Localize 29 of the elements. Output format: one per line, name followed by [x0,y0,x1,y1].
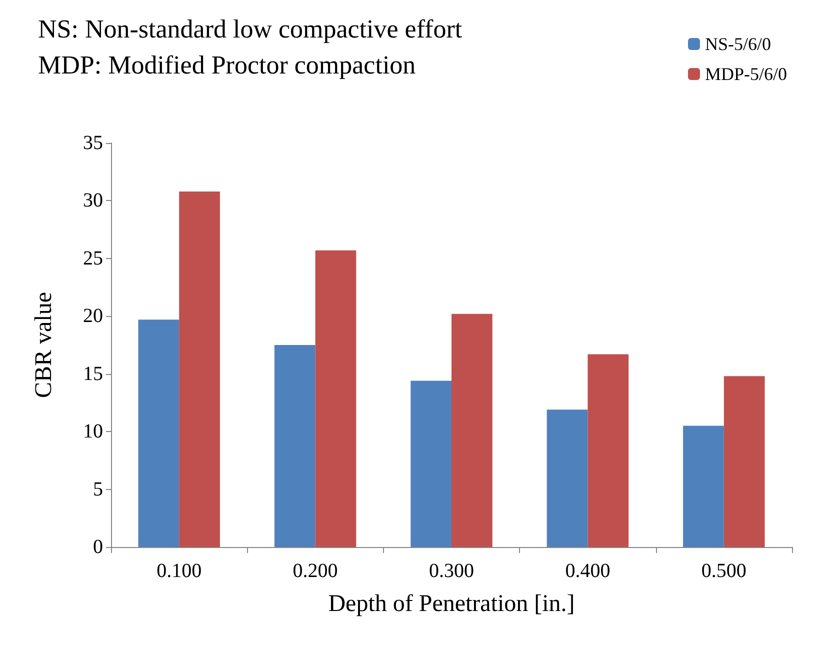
bar [179,191,220,547]
y-tick-label: 25 [83,247,103,270]
y-tick-label: 30 [83,190,103,212]
x-axis-title: Depth of Penetration [in.] [328,591,575,617]
y-tick-label: 5 [93,478,103,500]
x-tick-label: 0.400 [565,560,610,582]
bar [452,314,492,547]
y-tick-label: 0 [93,536,103,558]
x-tick-label: 0.500 [701,560,746,582]
x-tick-label: 0.300 [429,560,474,582]
x-tick-label: 0.100 [156,560,202,582]
bar [546,410,588,547]
bar [315,250,356,547]
text: NS: Non-standard low compactive effort [38,14,463,44]
bar [410,380,452,547]
text: MDP: Modified Proctor compaction [38,50,416,80]
bar [138,320,180,547]
y-axis-title: CBR value [31,292,57,398]
bar [683,426,724,547]
x-tick-label: 0.200 [292,560,338,582]
legend-label: MDP-5/6/0 [704,64,788,84]
bar [724,376,765,547]
y-tick-label: 20 [83,305,103,328]
legend-label: NS-5/6/0 [704,34,772,54]
bar [588,354,629,547]
y-tick-label: 10 [83,420,103,443]
bar [274,345,316,547]
y-tick-label: 35 [83,132,103,154]
y-tick-label: 15 [83,362,103,385]
